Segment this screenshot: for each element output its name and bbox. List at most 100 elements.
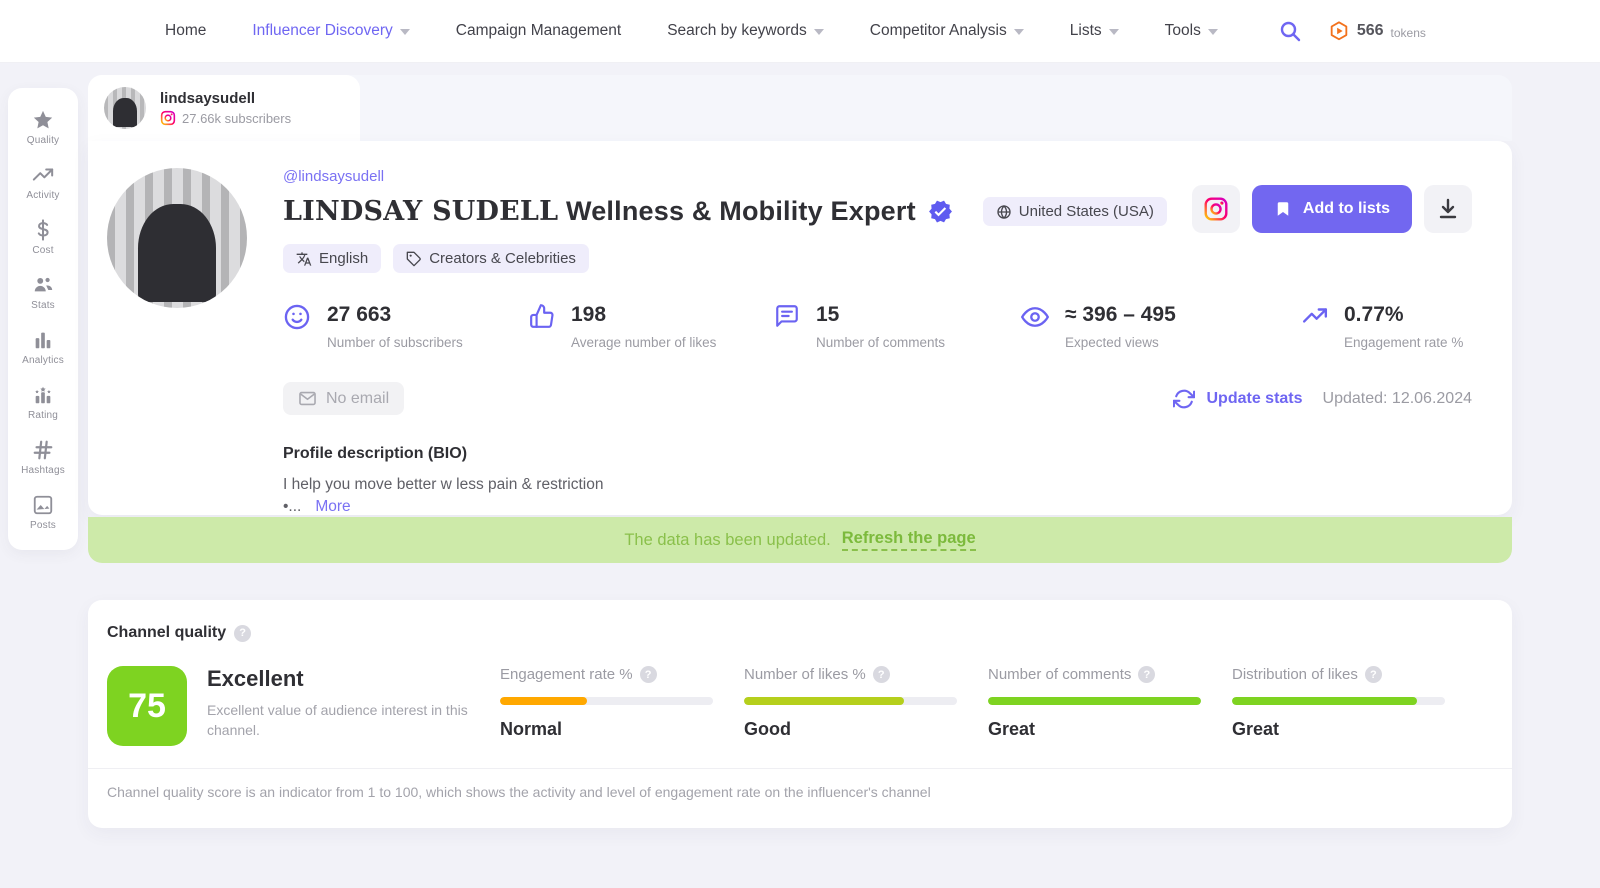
updated-date: Updated: 12.06.2024 <box>1322 389 1472 407</box>
metric-status: Great <box>988 719 1036 739</box>
divider <box>88 768 1512 769</box>
sidebar-item-stats[interactable]: Stats <box>8 265 78 320</box>
category-chip: Creators & Celebrities <box>393 244 589 273</box>
chevron-down-icon <box>1013 29 1024 35</box>
sidebar-item-quality[interactable]: Quality <box>8 100 78 155</box>
globe-icon <box>997 204 1011 219</box>
stat-value: 15 <box>816 303 840 326</box>
tab-subscribers: 27.66k subscribers <box>182 110 292 126</box>
sidebar-item-analytics[interactable]: Analytics <box>8 320 78 375</box>
metric-bar-fill <box>988 697 1201 705</box>
sidebar-item-label: Cost <box>32 245 54 256</box>
help-icon[interactable]: ? <box>639 666 657 683</box>
refresh-page-link[interactable]: Refresh the page <box>841 529 976 551</box>
nav-label: Search by keywords <box>667 22 807 39</box>
metric-bar-track <box>744 697 957 705</box>
nav-label: Home <box>165 22 207 39</box>
stat-label: Average number of likes <box>571 335 717 350</box>
nav-item-influencer-discovery[interactable]: Influencer Discovery <box>252 22 410 40</box>
download-report-button[interactable] <box>1424 185 1472 233</box>
help-icon[interactable]: ? <box>872 666 890 683</box>
nav-label: Competitor Analysis <box>869 22 1007 39</box>
sidebar-item-label: Quality <box>26 135 60 146</box>
comment-icon <box>776 305 798 327</box>
sidebar-item-rating[interactable]: Rating <box>8 375 78 430</box>
stat-label: Number of comments <box>816 335 946 350</box>
metric-status: Great <box>1232 719 1280 739</box>
update-stats-link[interactable]: Update stats <box>1206 389 1303 407</box>
add-to-lists-button[interactable]: Add to lists <box>1251 185 1412 233</box>
mail-icon <box>299 391 316 406</box>
stat-value: 198 <box>571 303 607 326</box>
download-icon <box>1439 198 1457 219</box>
nav-item-home[interactable]: Home <box>165 22 206 40</box>
nav-item-lists[interactable]: Lists <box>1070 22 1119 40</box>
quality-score-label: Excellent <box>207 666 304 691</box>
sidebar-item-activity[interactable]: Activity <box>8 155 78 210</box>
add-to-lists-label: Add to lists <box>1302 200 1390 217</box>
bio-more-link[interactable]: More <box>315 498 351 515</box>
instagram-icon <box>160 110 176 126</box>
nav-label: Campaign Management <box>455 22 622 39</box>
metric-status: Normal <box>500 719 563 739</box>
tokens-balance[interactable]: 566 tokens <box>1328 20 1426 42</box>
category-chip-label: Creators & Celebrities <box>429 250 576 267</box>
stat-label: Engagement rate % <box>1344 335 1464 350</box>
rating-bars-icon <box>35 386 51 404</box>
left-sidebar: Quality Activity Cost Stats Analytics Ra… <box>8 88 78 550</box>
help-icon[interactable]: ? <box>234 624 252 642</box>
nav-label: Influencer Discovery <box>252 22 393 39</box>
open-instagram-button[interactable] <box>1191 185 1240 233</box>
quality-score-description: Excellent value of audience interest in … <box>207 702 468 739</box>
profile-card: Add to lists @lindsaysudell LINDSAY SUDE… <box>88 141 1512 515</box>
help-icon[interactable]: ? <box>1138 666 1156 683</box>
stat-expected-views: ≈ 396 – 495 Expected views <box>1021 303 1302 350</box>
bio-text: I help you move better w less pain & res… <box>283 476 604 493</box>
trending-up-icon <box>32 168 54 181</box>
stat-label: Expected views <box>1065 335 1159 350</box>
profile-handle-link[interactable]: @lindsaysudell <box>283 168 385 185</box>
stat-subscribers: 27 663 Number of subscribers <box>283 303 529 350</box>
sidebar-item-posts[interactable]: Posts <box>8 485 78 540</box>
nav-item-search-by-keywords[interactable]: Search by keywords <box>667 22 824 40</box>
token-icon <box>1330 21 1348 41</box>
nav-item-competitor-analysis[interactable]: Competitor Analysis <box>870 22 1024 40</box>
metric-bar-track <box>988 697 1201 705</box>
tag-icon <box>406 251 421 266</box>
eye-icon <box>1021 307 1049 327</box>
sidebar-item-label: Analytics <box>22 355 64 366</box>
people-icon <box>34 277 53 292</box>
tab-strip: lindsaysudell 27.66k subscribers <box>88 75 1512 141</box>
sidebar-item-cost[interactable]: Cost <box>8 210 78 265</box>
bio-title: Profile description (BIO) <box>283 445 468 462</box>
channel-quality-title: Channel quality <box>107 624 227 641</box>
metric-label: Number of likes % <box>744 666 866 683</box>
stat-avg-likes: 198 Average number of likes <box>529 303 774 350</box>
help-icon[interactable]: ? <box>1364 666 1382 683</box>
sidebar-item-label: Hashtags <box>21 465 65 476</box>
country-chip: United States (USA) <box>982 197 1167 226</box>
language-chip: English <box>283 244 382 273</box>
top-navigation: Home Influencer Discovery Campaign Manag… <box>0 0 1600 63</box>
search-icon[interactable] <box>1278 19 1302 43</box>
stat-value: 0.77% <box>1344 303 1404 326</box>
nav-item-campaign-management[interactable]: Campaign Management <box>456 22 621 40</box>
profile-tab[interactable]: lindsaysudell 27.66k subscribers <box>88 75 360 141</box>
bio-text-truncated: •... <box>283 498 302 515</box>
quality-metrics: Engagement rate %? Normal Number of like… <box>500 666 1476 746</box>
quality-score-badge: 75 <box>107 666 187 746</box>
smiley-icon <box>284 304 310 330</box>
no-email-chip: No email <box>283 382 405 415</box>
chevron-down-icon <box>1108 29 1119 35</box>
sidebar-item-label: Posts <box>29 520 56 531</box>
thumbs-up-icon <box>530 304 554 328</box>
sidebar-item-label: Rating <box>27 410 59 421</box>
chevron-down-icon <box>813 29 824 35</box>
verified-badge-icon <box>928 200 952 223</box>
stat-value: 27 663 <box>327 303 392 326</box>
sidebar-item-hashtags[interactable]: Hashtags <box>8 430 78 485</box>
nav-item-tools[interactable]: Tools <box>1165 22 1218 40</box>
metric-bar-track <box>1232 697 1445 705</box>
dollar-icon <box>37 219 49 241</box>
quality-footer-note: Channel quality score is an indicator fr… <box>107 784 931 800</box>
